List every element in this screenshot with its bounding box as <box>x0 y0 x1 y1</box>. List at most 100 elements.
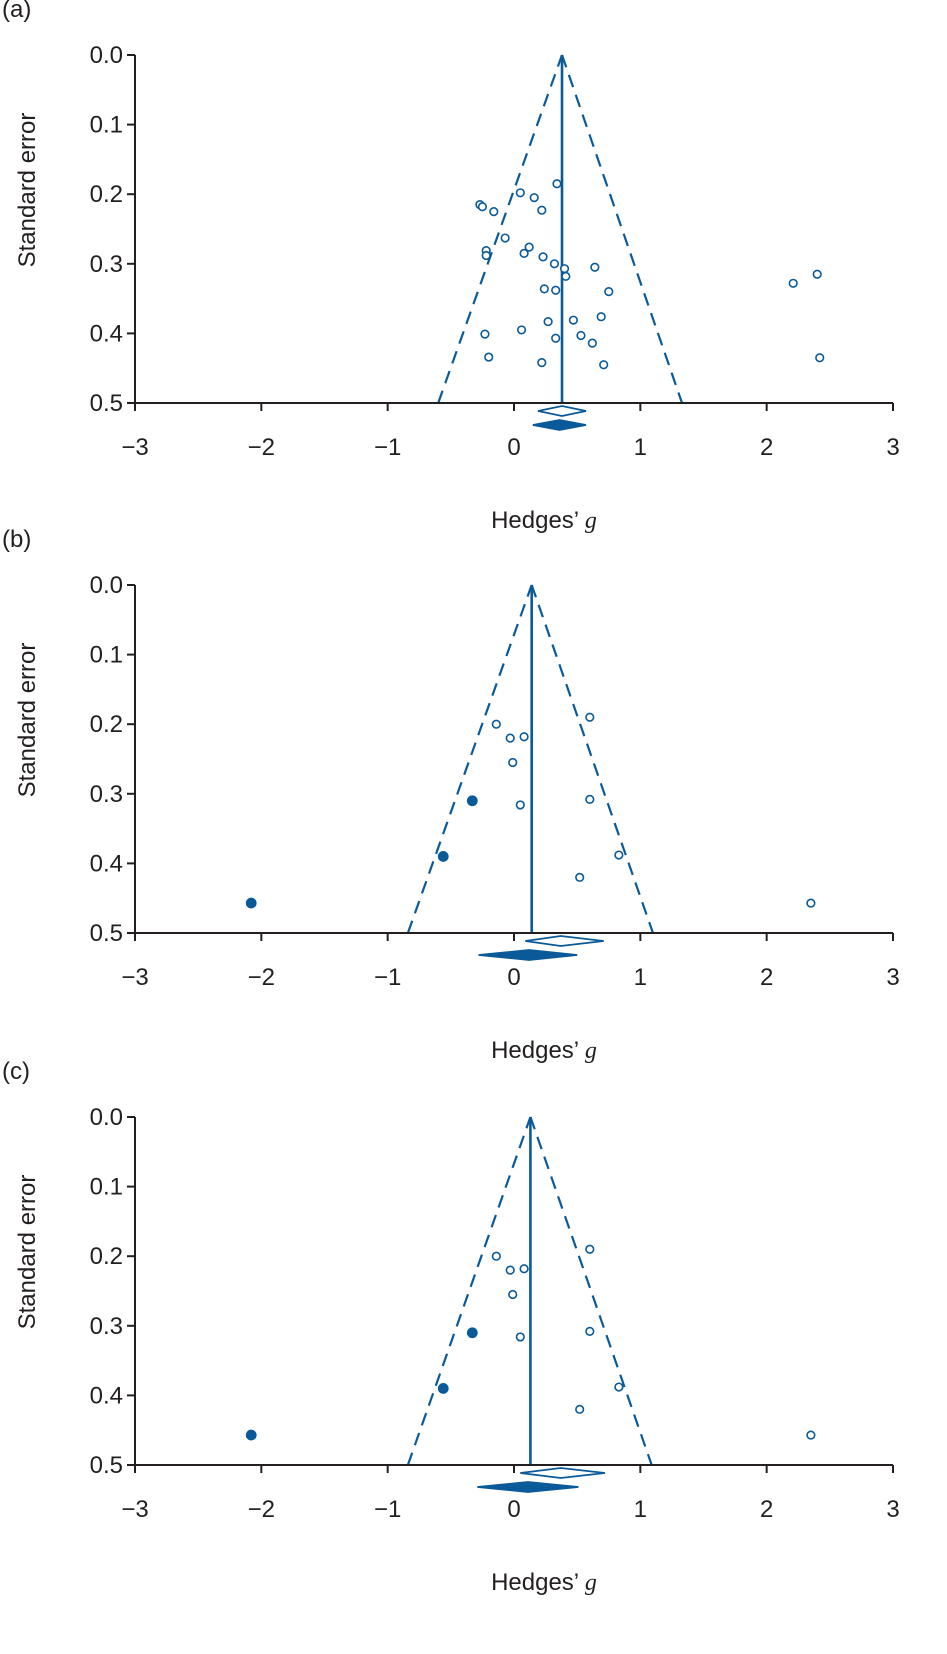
observed-summary-diamond <box>525 935 604 947</box>
x-tick-label: 3 <box>886 1496 899 1523</box>
observed-summary-diamond <box>537 405 587 417</box>
study-point <box>481 250 491 261</box>
study-point <box>508 1289 518 1300</box>
study-point <box>599 360 609 370</box>
study-point <box>806 898 816 908</box>
study-point <box>568 315 578 325</box>
study-point <box>585 712 595 722</box>
x-tick-label: 1 <box>634 964 647 991</box>
y-tick-label: 0.4 <box>90 850 123 877</box>
study-point <box>596 312 606 322</box>
study-point <box>515 188 525 198</box>
x-tick-label: −1 <box>374 964 401 991</box>
y-tick-label: 0.3 <box>90 1313 123 1340</box>
funnel-right-edge <box>530 584 655 934</box>
study-point <box>477 202 488 212</box>
y-tick-label: 0.2 <box>90 181 123 208</box>
x-tick-label: −2 <box>248 1496 275 1523</box>
panel-label: (a) <box>2 0 32 23</box>
imputed-study-point <box>245 897 257 909</box>
funnel-plot-area: 0.0 0.1 0.2 0.3 0.4 0.5 −3 −2 −1 0 1 2 3 <box>90 42 900 461</box>
study-point <box>604 287 614 297</box>
study-point <box>484 352 494 362</box>
y-tick-label: 0.5 <box>90 1452 123 1479</box>
x-tick-label: 3 <box>886 964 899 991</box>
study-point <box>549 259 560 269</box>
y-tick-label: 0.1 <box>90 642 123 669</box>
y-tick-label: 0.0 <box>90 42 123 69</box>
study-point <box>614 850 624 860</box>
y-tick-label: 0.3 <box>90 251 123 278</box>
x-axis-title-italic-g: g <box>584 508 597 534</box>
y-tick-label: 0.1 <box>90 112 123 139</box>
study-point <box>576 330 586 341</box>
x-axis-title: Hedges’ g <box>491 1569 597 1597</box>
study-point <box>587 338 597 348</box>
study-point <box>491 719 501 729</box>
study-point <box>519 732 529 742</box>
study-point <box>575 1404 585 1414</box>
y-tick-label: 0.1 <box>90 1174 123 1201</box>
x-tick-label: −3 <box>121 964 148 991</box>
imputed-study-point <box>437 1383 449 1394</box>
study-point <box>551 333 561 343</box>
study-point <box>614 1382 624 1392</box>
x-tick-label: 1 <box>634 1496 647 1523</box>
y-tick-label: 0.2 <box>90 1243 123 1270</box>
y-tick-label: 0.0 <box>90 572 123 599</box>
study-point <box>489 207 499 217</box>
y-tick-label: 0.5 <box>90 390 123 417</box>
study-point <box>519 1264 529 1274</box>
x-tick-label: 0 <box>507 1496 520 1523</box>
x-axis-title-italic-g: g <box>584 1038 597 1064</box>
x-tick-label: −1 <box>374 1496 401 1523</box>
funnel-left-edge <box>437 54 564 404</box>
panel-label: (c) <box>2 1058 30 1085</box>
y-tick-label: 0.4 <box>90 320 123 347</box>
study-point <box>551 285 561 295</box>
study-point <box>519 248 529 258</box>
study-point <box>524 242 534 252</box>
funnel-plot-area: 0.0 0.1 0.2 0.3 0.4 0.5 −3 −2 −1 0 1 2 3 <box>90 572 900 991</box>
x-tick-label: −2 <box>248 434 275 461</box>
adjusted-summary-diamond <box>477 1481 579 1493</box>
x-tick-label: 0 <box>507 434 520 461</box>
study-point <box>585 794 595 804</box>
study-point <box>537 358 547 368</box>
study-point <box>538 252 548 262</box>
x-tick-label: 2 <box>760 434 773 461</box>
study-point <box>788 278 798 288</box>
imputed-study-point <box>245 1429 257 1441</box>
study-point <box>480 329 490 339</box>
funnel-plot-area: 0.0 0.1 0.2 0.3 0.4 0.5 −3 −2 −1 0 1 2 3 <box>90 1104 900 1523</box>
x-tick-label: 3 <box>886 434 899 461</box>
y-tick-label: 0.3 <box>90 781 123 808</box>
study-point <box>559 264 570 274</box>
study-point <box>543 316 553 327</box>
study-point <box>529 193 539 203</box>
y-tick-label: 0.0 <box>90 1104 123 1131</box>
y-tick-label: 0.4 <box>90 1382 123 1409</box>
x-axis-title: Hedges’ g <box>491 507 597 535</box>
study-point <box>515 1332 525 1342</box>
observed-summary-diamond <box>520 1467 606 1479</box>
study-point <box>815 353 825 363</box>
x-axis-title: Hedges’ g <box>491 1037 597 1065</box>
funnel-right-edge <box>560 54 684 404</box>
study-point <box>585 1326 595 1336</box>
imputed-study-point <box>466 1327 478 1339</box>
funnel-right-edge <box>529 1116 653 1466</box>
study-point <box>505 1265 515 1275</box>
x-axis-title-italic-g: g <box>584 1570 597 1596</box>
study-point <box>500 233 510 243</box>
study-point <box>505 733 515 743</box>
adjusted-summary-diamond <box>478 949 578 961</box>
y-tick-label: 0.5 <box>90 920 123 947</box>
y-tick-label: 0.2 <box>90 711 123 738</box>
x-tick-label: −1 <box>374 434 401 461</box>
x-tick-label: −3 <box>121 434 148 461</box>
study-point <box>590 262 600 272</box>
x-tick-label: 1 <box>634 434 647 461</box>
x-tick-label: −3 <box>121 1496 148 1523</box>
